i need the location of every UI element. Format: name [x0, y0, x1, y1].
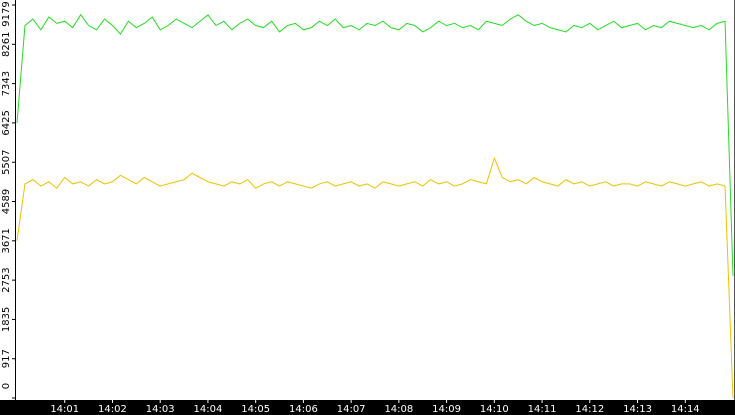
x-tick-label: 14:04: [194, 404, 223, 415]
x-tick-label: 14:14: [671, 404, 700, 415]
y-tick-label: 1835: [1, 307, 12, 332]
y-tick-label: 3671: [1, 228, 12, 253]
y-tick-label: 7343: [1, 71, 12, 96]
x-tick-label: 14:06: [289, 404, 318, 415]
x-tick-label: 14:09: [432, 404, 461, 415]
y-tick-label: 4589: [1, 189, 12, 214]
series-line: [16, 156, 734, 399]
y-tick-label: 917: [1, 349, 12, 368]
y-tick-label: 2753: [1, 267, 12, 292]
x-tick-label: 14:05: [241, 404, 270, 415]
x-axis-bar: [0, 400, 735, 415]
x-tick-label: 14:02: [98, 404, 127, 415]
y-tick-label: 6425: [1, 110, 12, 135]
x-tick-label: 14:07: [337, 404, 366, 415]
x-tick-label: 14:11: [528, 404, 557, 415]
y-tick-label: 5507: [1, 149, 12, 174]
x-tick-label: 14:12: [575, 404, 604, 415]
y-tick-label: 9179: [1, 1, 12, 26]
x-tick-label: 14:10: [480, 404, 509, 415]
x-tick-label: 14:01: [50, 404, 79, 415]
x-tick-label: 14:03: [146, 404, 175, 415]
y-tick-label: 0: [1, 383, 12, 389]
series-line: [16, 13, 734, 276]
x-tick-label: 14:13: [623, 404, 652, 415]
x-tick-label: 14:08: [384, 404, 413, 415]
y-tick-label: 8261: [1, 32, 12, 57]
